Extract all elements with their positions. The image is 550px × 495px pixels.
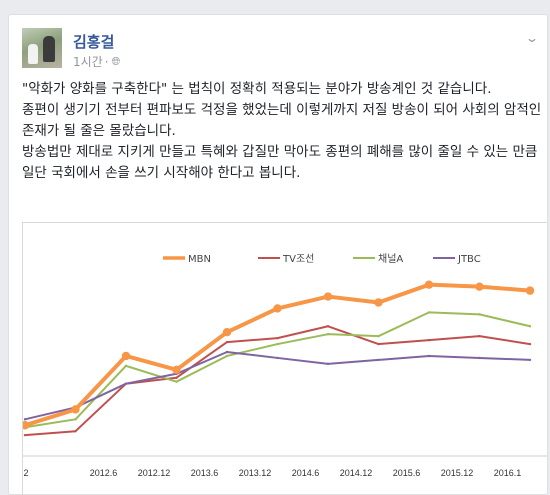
meta-separator: · bbox=[104, 54, 109, 69]
series-line bbox=[24, 351, 531, 421]
data-point bbox=[276, 336, 279, 340]
post-paragraph: "악화가 양화를 구축한다" 는 법칙이 정확히 적용되는 분야가 방송계인 것… bbox=[22, 81, 492, 97]
x-tick-label: 2014.12 bbox=[340, 468, 373, 478]
legend-label: MBN bbox=[188, 254, 211, 265]
data-point bbox=[326, 325, 330, 328]
data-point bbox=[23, 421, 30, 430]
post-paragraph: 방송법만 제대로 지키게 만들고 특혜와 갑질만 막아도 종편의 폐해를 많이 … bbox=[22, 144, 538, 181]
data-point bbox=[427, 338, 431, 342]
x-tick-label: 2012.12 bbox=[138, 468, 171, 478]
data-point bbox=[222, 328, 232, 337]
data-point bbox=[273, 304, 282, 313]
x-tick-label: 2015.12 bbox=[441, 468, 474, 478]
data-point bbox=[424, 280, 434, 289]
x-tick-label: 2012.6 bbox=[90, 468, 118, 478]
data-point bbox=[374, 298, 383, 307]
author-name[interactable]: 김홍걸 bbox=[73, 33, 115, 51]
data-point bbox=[377, 342, 380, 346]
data-point bbox=[121, 351, 131, 361]
data-point bbox=[175, 380, 178, 383]
chart-image[interactable]: 2 2012.6 2012.12 2013.6 2013.12 2014.6 2014.12… bbox=[22, 222, 547, 494]
data-point bbox=[323, 292, 333, 301]
legend-label: 채널A bbox=[378, 253, 403, 265]
data-point bbox=[475, 282, 484, 291]
avatar-figure bbox=[43, 36, 55, 62]
chevron-down-icon[interactable]: ⌄ bbox=[524, 31, 540, 45]
x-tick-label: 2013.12 bbox=[239, 468, 272, 478]
data-point bbox=[74, 418, 77, 421]
data-point bbox=[427, 311, 431, 314]
data-point bbox=[276, 356, 279, 360]
feed-post: 김홍걸 1시간 · 🌐︎ ⌄ "악화가 양화를 구축한다" 는 법칙이 정확히 … bbox=[8, 14, 548, 495]
data-point bbox=[124, 382, 128, 385]
series-line bbox=[24, 311, 531, 429]
data-point bbox=[326, 362, 330, 366]
globe-icon[interactable]: 🌐︎ bbox=[111, 54, 121, 68]
data-point bbox=[528, 325, 532, 328]
data-point bbox=[377, 334, 380, 338]
data-point bbox=[427, 354, 431, 358]
data-point bbox=[124, 364, 128, 368]
x-tick-label: 2 bbox=[23, 468, 28, 478]
author-avatar[interactable] bbox=[22, 28, 62, 68]
line-chart: 2 2012.6 2012.12 2013.6 2013.12 2014.6 2014.12… bbox=[23, 253, 547, 478]
data-point bbox=[23, 418, 27, 421]
data-point bbox=[528, 358, 532, 362]
data-point bbox=[528, 342, 532, 346]
post-meta: 1시간 · 🌐︎ bbox=[73, 53, 120, 70]
post-timestamp[interactable]: 1시간 bbox=[73, 55, 103, 69]
x-tick-label: 2013.6 bbox=[191, 468, 219, 478]
x-tick-label: 2016.1 bbox=[494, 468, 522, 478]
data-point bbox=[23, 433, 27, 437]
data-point bbox=[326, 332, 330, 336]
x-tick-label: 2015.6 bbox=[393, 468, 421, 478]
data-point bbox=[74, 430, 77, 433]
post-paragraph: 종편이 생기기 전부터 편파보도 걱정을 했었는데 이렇게까지 저질 방송이 되… bbox=[22, 102, 542, 139]
data-point bbox=[172, 365, 181, 375]
data-point bbox=[478, 356, 481, 360]
data-point bbox=[377, 358, 380, 362]
data-point bbox=[225, 350, 229, 354]
data-point bbox=[525, 286, 535, 295]
avatar-figure bbox=[28, 44, 38, 64]
data-point bbox=[276, 342, 279, 346]
legend-label: TV조선 bbox=[282, 253, 314, 265]
data-point bbox=[478, 313, 481, 316]
post-message: "악화가 양화를 구축한다" 는 법칙이 정확히 적용되는 분야가 방송계인 것… bbox=[22, 79, 542, 184]
legend-label: JTBC bbox=[457, 254, 481, 265]
x-tick-label: 2014.6 bbox=[292, 468, 320, 478]
data-point bbox=[175, 376, 178, 379]
data-point bbox=[478, 334, 481, 338]
data-point bbox=[225, 354, 229, 358]
data-point bbox=[225, 340, 229, 344]
data-point bbox=[71, 405, 80, 414]
